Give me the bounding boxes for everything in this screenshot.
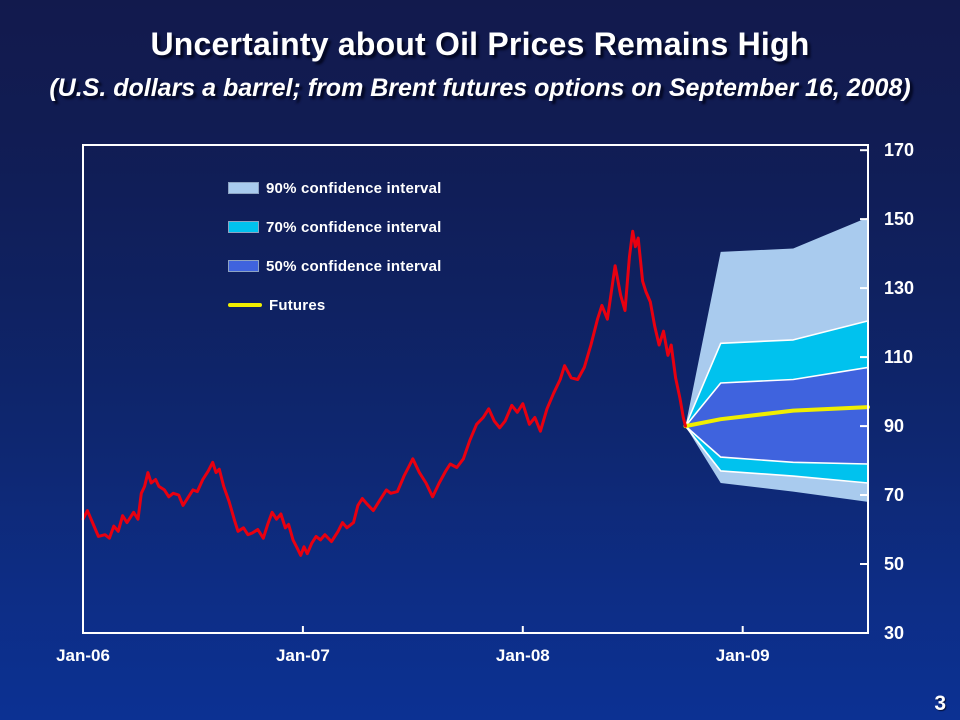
legend-item-50ci: 50% confidence interval — [228, 256, 442, 276]
legend-item-70ci: 70% confidence interval — [228, 217, 442, 237]
legend-swatch-70ci-icon — [228, 221, 259, 233]
y-tick-label-110: 110 — [884, 347, 913, 367]
history-line — [81, 229, 687, 557]
legend-futures-line-icon — [228, 303, 262, 307]
legend-swatch-90ci-icon — [228, 182, 259, 194]
legend-label-futures: Futures — [269, 296, 326, 314]
legend-label-50ci: 50% confidence interval — [266, 257, 442, 275]
legend-label-70ci: 70% confidence interval — [266, 218, 442, 236]
plot-frame — [82, 144, 869, 634]
legend-label-90ci: 90% confidence interval — [266, 179, 442, 197]
x-tick-label-Jan-08: Jan-08 — [496, 646, 550, 665]
legend-swatch-50ci-icon — [228, 260, 259, 272]
y-tick-label-130: 130 — [884, 278, 914, 298]
y-tick-label-70: 70 — [884, 485, 904, 505]
y-tick-label-50: 50 — [884, 554, 904, 574]
x-tick-label-Jan-09: Jan-09 — [716, 646, 770, 665]
y-tick-label-170: 170 — [884, 140, 914, 160]
page-number: 3 — [934, 692, 946, 715]
y-tick-label-150: 150 — [884, 209, 914, 229]
slide-title: Uncertainty about Oil Prices Remains Hig… — [150, 26, 810, 62]
legend-item-futures: Futures — [228, 295, 442, 315]
chart-legend: 90% confidence interval 70% confidence i… — [228, 178, 442, 315]
legend-item-90ci: 90% confidence interval — [228, 178, 442, 198]
slide-subtitle: (U.S. dollars a barrel; from Brent futur… — [49, 74, 911, 102]
x-tick-label-Jan-07: Jan-07 — [276, 646, 330, 665]
futures-line — [683, 405, 870, 429]
y-tick-label-30: 30 — [884, 623, 904, 643]
x-tick-label-Jan-06: Jan-06 — [56, 646, 110, 665]
y-tick-label-90: 90 — [884, 416, 904, 436]
